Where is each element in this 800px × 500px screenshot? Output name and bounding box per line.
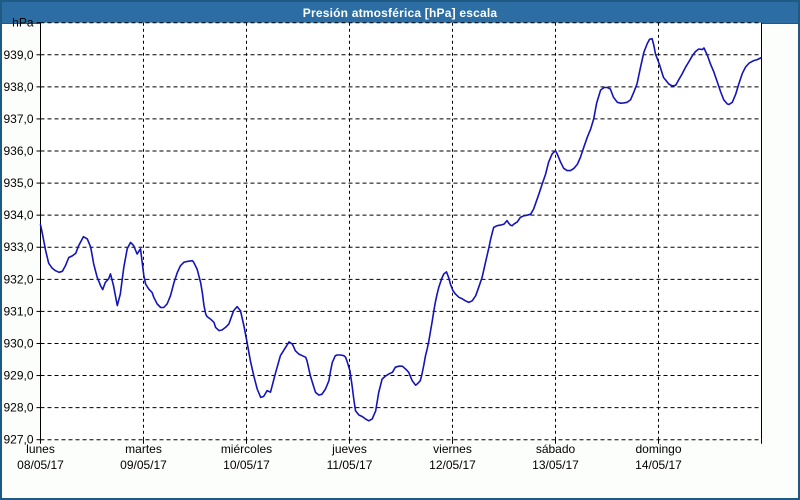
y-axis-tick-label: 935,0 — [3, 176, 33, 190]
y-axis-tick-label: 933,0 — [3, 240, 33, 254]
x-axis-date-label: 09/05/17 — [120, 458, 167, 472]
x-axis-day-label: martes — [125, 442, 162, 456]
chart-title: Presión atmosférica [hPa] escala — [302, 5, 498, 20]
x-axis-day-label: jueves — [331, 442, 367, 456]
x-axis-day-label: miércoles — [221, 442, 272, 456]
x-axis-date-label: 10/05/17 — [223, 458, 270, 472]
y-axis-tick-label: 936,0 — [3, 144, 33, 158]
x-axis-date-label: 08/05/17 — [17, 458, 64, 472]
plot-background — [40, 22, 762, 440]
y-axis-tick-label: 939,0 — [3, 48, 33, 62]
x-axis-day-label: viernes — [433, 442, 472, 456]
y-axis-tick-label: 927,0 — [3, 433, 33, 447]
x-axis-day-label: sábado — [536, 442, 576, 456]
x-axis-date-label: 12/05/17 — [429, 458, 476, 472]
y-axis-tick-label: 938,0 — [3, 80, 33, 94]
y-axis-tick-label: 928,0 — [3, 401, 33, 415]
y-axis-tick-label: 931,0 — [3, 304, 33, 318]
pressure-chart: 939,0 938,0 937,0 936,0 935,0 934,0 933,0 932,0… — [3, 16, 762, 472]
y-axis-tick-label: 930,0 — [3, 336, 33, 350]
y-axis-tick-label: 937,0 — [3, 112, 33, 126]
x-axis-day-label: lunes — [26, 442, 55, 456]
x-axis-date-label: 13/05/17 — [532, 458, 579, 472]
x-axis-date-label: 14/05/17 — [635, 458, 682, 472]
pressure-line — [39, 37, 762, 422]
y-axis-tick-label: 929,0 — [3, 369, 33, 383]
y-axis-tick-label: 932,0 — [3, 272, 33, 286]
x-axis-date-label: 11/05/17 — [327, 458, 373, 472]
x-axis-day-label: domingo — [635, 442, 681, 456]
y-axis-tick-label: 934,0 — [3, 208, 33, 222]
y-axis-unit-label: hPa — [12, 16, 34, 30]
